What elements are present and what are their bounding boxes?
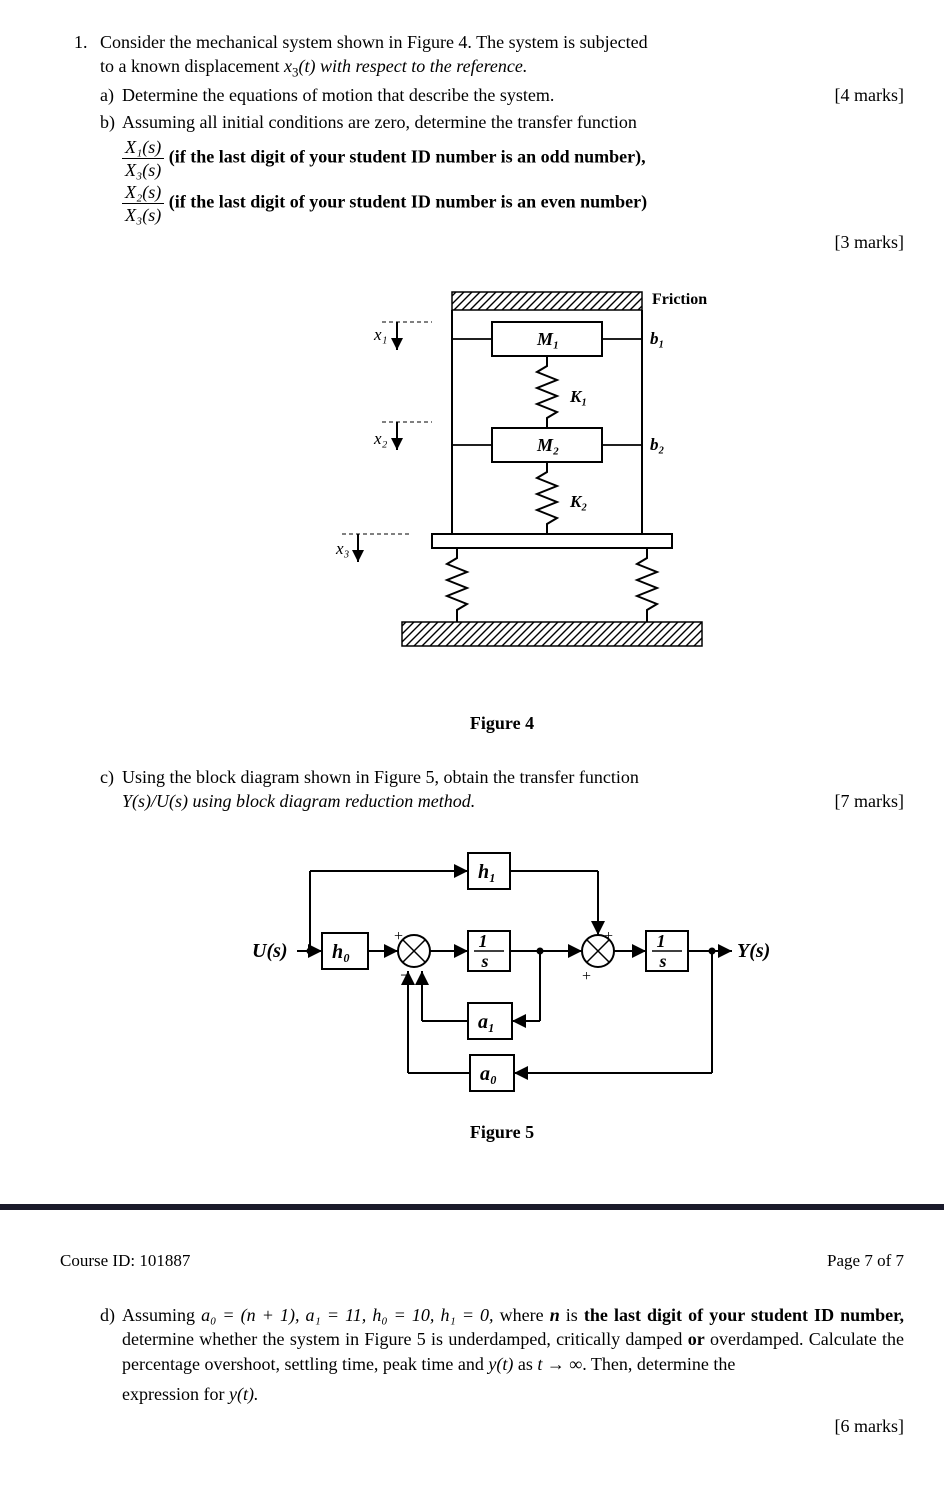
tf2: X₂(s) X₃(s) — [122, 183, 164, 224]
fig5-int2-den: s — [658, 951, 666, 971]
figure-4-svg: Friction M₁ b₁ x₁ K₁ M₂ b₂ — [282, 282, 722, 692]
d-l4-pre: overshoot, settling time, peak time and — [204, 1354, 488, 1374]
part-c-l2: Y(s)/U(s) using block diagram reduction … — [122, 791, 475, 811]
fig4-m2: M₂ — [536, 435, 559, 455]
page-divider — [0, 1204, 944, 1210]
d-l4-tail: . Then, determine the — [582, 1354, 735, 1374]
figure-5: U(s) h₀ + − 1 s + — [100, 841, 904, 1107]
d-l1-tail: is — [560, 1305, 584, 1325]
d-l1-bold: the last digit — [584, 1305, 682, 1325]
tf2-den: X₃(s) — [122, 204, 164, 224]
fig4-b1: b₁ — [650, 329, 664, 348]
part-a-marks: [4 marks] — [835, 83, 904, 107]
part-c-marks: [7 marks] — [835, 789, 904, 813]
question-1: 1. Consider the mechanical system shown … — [100, 30, 904, 1144]
part-b-marks: [3 marks] — [122, 230, 904, 254]
intro-l1: Consider the mechanical system shown in … — [100, 32, 648, 52]
part-d-letter: d) — [100, 1303, 115, 1327]
d-l4-lim: t → ∞ — [537, 1354, 582, 1374]
figure-4: Friction M₁ b₁ x₁ K₁ M₂ b₂ — [100, 282, 904, 698]
fig4-k2: K₂ — [569, 492, 587, 511]
fig5-int2-num: 1 — [657, 931, 666, 951]
part-d: d) Assuming a₀ = (n + 1), a₁ = 11, h₀ = … — [122, 1303, 904, 1438]
fig5-s2-plus1: + — [604, 928, 613, 945]
fig5-s1-plus: + — [394, 928, 403, 945]
d-l5-yt: y(t). — [229, 1384, 258, 1404]
tf1-num: X₁(s) — [122, 138, 164, 159]
page-footer: Course ID: 101887 Page 7 of 7 — [60, 1250, 904, 1273]
intro-l2b: (t) with respect to the reference. — [298, 56, 527, 76]
fig4-x3: x₃ — [335, 539, 350, 558]
d-l2-bold: of your student ID number, — [688, 1305, 904, 1325]
tf1: X₁(s) X₃(s) — [122, 138, 164, 179]
part-b-letter: b) — [100, 110, 115, 134]
intro-l2a: to a known displacement — [100, 56, 284, 76]
d-l1-a0: a₀ = (n + 1), a₁ = 11, h₀ = 10, h₁ = 0, — [201, 1305, 493, 1325]
d-l4-yt: y(t) — [488, 1354, 513, 1374]
d-l3-pre: underdamped, critically damped — [448, 1329, 687, 1349]
fig4-x2: x₂ — [373, 429, 388, 448]
d-l3-or: or — [688, 1329, 705, 1349]
fig5-int1-num: 1 — [479, 931, 488, 951]
part-d-marks: [6 marks] — [122, 1414, 904, 1438]
fig5-a1: a₁ — [478, 1011, 495, 1033]
intro-var: x — [284, 56, 292, 76]
part-c-letter: c) — [100, 765, 114, 789]
tf2-num: X₂(s) — [122, 183, 164, 204]
fig5-h1: h₁ — [478, 861, 496, 883]
fig5-u: U(s) — [252, 940, 288, 962]
d-l1-pre: Assuming — [122, 1305, 201, 1325]
figure-5-svg: U(s) h₀ + − 1 s + — [222, 841, 782, 1101]
part-d-block: d) Assuming a₀ = (n + 1), a₁ = 11, h₀ = … — [100, 1303, 904, 1438]
part-a-letter: a) — [100, 83, 114, 107]
fig5-s2-plus2: + — [582, 968, 591, 985]
d-l1-n: n — [550, 1305, 560, 1325]
fig4-b2: b₂ — [650, 435, 665, 454]
fig5-a0: a₀ — [480, 1063, 497, 1085]
part-b: b) Assuming all initial conditions are z… — [122, 110, 904, 255]
part-a-text: Determine the equations of motion that d… — [122, 85, 554, 105]
fig5-h0: h₀ — [332, 941, 350, 963]
part-c: c) Using the block diagram shown in Figu… — [122, 765, 904, 814]
fig4-k1: K₁ — [569, 387, 587, 406]
part-a: a) Determine the equations of motion tha… — [122, 83, 904, 107]
cond2: (if the last digit of your student ID nu… — [169, 192, 647, 212]
fig4-x1: x₁ — [373, 325, 387, 344]
part-b-lead: Assuming all initial conditions are zero… — [122, 112, 637, 132]
d-l4-mid: as — [513, 1354, 537, 1374]
page-number: Page 7 of 7 — [827, 1250, 904, 1273]
figure-5-caption: Figure 5 — [100, 1120, 904, 1144]
fig5-int1-den: s — [480, 951, 488, 971]
d-l5-pre: expression for — [122, 1384, 229, 1404]
cond1: (if the last digit of your student ID nu… — [169, 147, 646, 167]
fig5-y: Y(s) — [737, 940, 770, 962]
fig4-friction: Friction — [652, 291, 707, 308]
question-number: 1. — [74, 30, 88, 54]
tf1-den: X₃(s) — [122, 159, 164, 179]
d-l1-mid: where — [494, 1305, 550, 1325]
fig4-m1: M₁ — [536, 329, 559, 349]
d-l2-tail: determine whether the system in Figure 5… — [122, 1329, 443, 1349]
part-c-l1: Using the block diagram shown in Figure … — [122, 767, 639, 787]
course-id: Course ID: 101887 — [60, 1250, 190, 1273]
intro-text: Consider the mechanical system shown in … — [100, 30, 904, 81]
figure-4-caption: Figure 4 — [100, 711, 904, 735]
